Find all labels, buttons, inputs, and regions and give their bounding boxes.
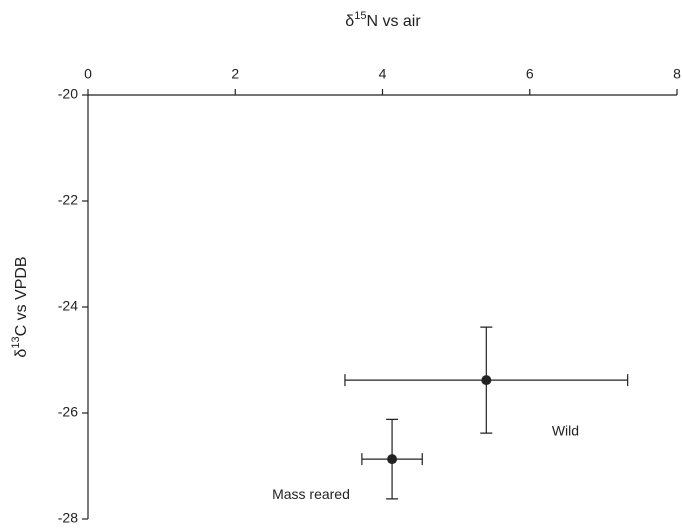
x-tick-label: 8 [673, 66, 681, 82]
point [387, 454, 398, 465]
y-tick-label: -28 [58, 510, 78, 526]
x-title-part: N vs air [366, 13, 421, 30]
annotation: Wild [552, 422, 579, 438]
y-title-part: δ [13, 349, 30, 358]
x-tick-label: 2 [231, 66, 239, 82]
x-axis-title: δ15N vs air [345, 10, 421, 30]
x-title-part: δ [345, 13, 354, 30]
y-tick-label: -20 [58, 86, 78, 102]
y-title-sup: 13 [10, 336, 22, 348]
x-tick-label: 4 [379, 66, 387, 82]
y-title-part: C vs VPDB [13, 256, 30, 336]
y-tick-label: -24 [58, 298, 78, 314]
y-axis-title: δ13C vs VPDB [10, 256, 30, 357]
point [481, 375, 492, 386]
y-tick-label: -22 [58, 192, 78, 208]
x-title-sup: 15 [354, 10, 366, 22]
annotation: Mass reared [272, 486, 350, 502]
y-tick-label: -26 [58, 404, 78, 420]
x-tick-label: 6 [526, 66, 534, 82]
x-tick-label: 0 [84, 66, 92, 82]
